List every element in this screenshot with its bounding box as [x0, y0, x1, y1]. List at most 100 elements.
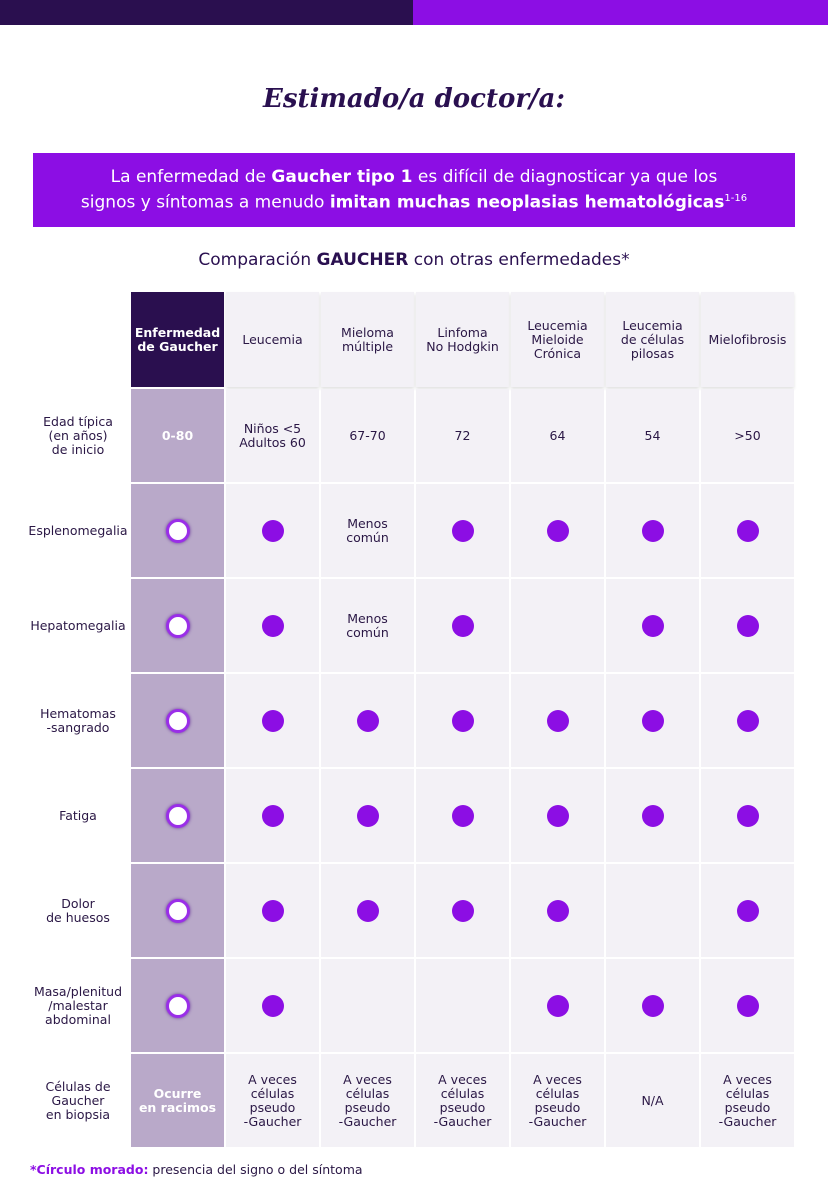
presence-dot: [261, 994, 284, 1017]
text: con otras enfermedades*: [408, 250, 630, 270]
top-bar: [0, 0, 413, 25]
presence-dot: [641, 614, 664, 637]
cell: [701, 864, 794, 957]
presence-dot: [736, 614, 759, 637]
cell: [511, 579, 604, 672]
reference: 1-16: [724, 192, 748, 204]
presence-dot: [736, 519, 759, 542]
presence-dot: [736, 899, 759, 922]
cell: [416, 864, 509, 957]
text: Comparación: [198, 250, 317, 270]
presence-dot: [546, 709, 569, 732]
presence-dot: [356, 804, 379, 827]
banner: La enfermedad de Gaucher tipo 1 es difíc…: [33, 153, 795, 227]
cell: [226, 864, 319, 957]
subtitle: Comparación GAUCHER con otras enfermedad…: [0, 250, 828, 270]
text: es difícil de diagnosticar ya que los: [412, 166, 718, 187]
presence-dot: [641, 804, 664, 827]
row-label: Masa/plenitud /malestar abdominal: [33, 983, 123, 1027]
row-label: Esplenomegalia: [28, 522, 128, 538]
presence-dot: [546, 519, 569, 542]
column-header: Leucemia Mieloide Crónica: [511, 292, 604, 387]
cell: [511, 769, 604, 862]
cell: [701, 674, 794, 767]
text: signos y síntomas a menudo: [80, 192, 330, 213]
cell: [416, 959, 509, 1052]
footnote: *Círculo morado: presencia del signo o d…: [30, 1162, 363, 1177]
row-label: Hematomas -sangrado: [40, 705, 116, 735]
cell: A veces células pseudo -Gaucher: [226, 1054, 319, 1147]
cell: [606, 864, 699, 957]
presence-dot: [356, 899, 379, 922]
presence-dot: [451, 709, 474, 732]
cell: A veces células pseudo -Gaucher: [511, 1054, 604, 1147]
cell: [131, 484, 224, 577]
cell: [321, 959, 414, 1052]
presence-dot: [641, 519, 664, 542]
presence-dot: [356, 709, 379, 732]
cell: [511, 674, 604, 767]
presence-dot: [546, 994, 569, 1017]
presence-dot: [641, 994, 664, 1017]
presence-dot: [736, 709, 759, 732]
cell: N/A: [606, 1054, 699, 1147]
cell: [606, 674, 699, 767]
presence-dot: [451, 899, 474, 922]
column-header: Mieloma múltiple: [321, 292, 414, 387]
column-header: Leucemia: [226, 292, 319, 387]
cell: 54: [606, 389, 699, 482]
presence-dot: [165, 993, 190, 1018]
cell: [226, 579, 319, 672]
cell: [701, 769, 794, 862]
cell: [511, 959, 604, 1052]
cell: [416, 674, 509, 767]
text: GAUCHER: [316, 250, 409, 270]
cell: [606, 769, 699, 862]
cell: [226, 769, 319, 862]
cell: 67-70: [321, 389, 414, 482]
cell: [321, 864, 414, 957]
column-header: Linfoma No Hodgkin: [416, 292, 509, 387]
cell: [321, 769, 414, 862]
text: Gaucher tipo 1: [271, 166, 413, 187]
presence-dot: [546, 804, 569, 827]
cell: [606, 959, 699, 1052]
cell: [416, 484, 509, 577]
cell: Niños <5 Adultos 60: [226, 389, 319, 482]
cell: [416, 579, 509, 672]
cell: [511, 864, 604, 957]
cell: A veces células pseudo -Gaucher: [321, 1054, 414, 1147]
presence-dot: [736, 994, 759, 1017]
cell: [131, 674, 224, 767]
text: presencia del signo o del síntoma: [148, 1162, 363, 1177]
cell: 72: [416, 389, 509, 482]
presence-dot: [261, 519, 284, 542]
text: *Círculo morado:: [30, 1162, 149, 1177]
cell: [701, 484, 794, 577]
cell: Menos común: [321, 484, 414, 577]
column-header: Leucemia de células pilosas: [606, 292, 699, 387]
cell: [701, 579, 794, 672]
cell: [226, 674, 319, 767]
presence-dot: [261, 804, 284, 827]
cell: A veces células pseudo -Gaucher: [416, 1054, 509, 1147]
presence-dot: [261, 899, 284, 922]
column-header: Mielofibrosis: [701, 292, 794, 387]
presence-dot: [546, 899, 569, 922]
presence-dot: [165, 898, 190, 923]
row-label: Hepatomegalia: [30, 617, 126, 633]
presence-dot: [165, 613, 190, 638]
cell: 0-80: [131, 389, 224, 482]
presence-dot: [165, 803, 190, 828]
cell: [701, 959, 794, 1052]
presence-dot: [736, 804, 759, 827]
presence-dot: [165, 518, 190, 543]
cell: [131, 769, 224, 862]
cell: [131, 959, 224, 1052]
column-header: Enfermedad de Gaucher: [131, 292, 224, 387]
cell: Menos común: [321, 579, 414, 672]
top-bar: [413, 0, 828, 25]
row-label: Células de Gaucher en biopsia: [45, 1078, 111, 1122]
row-label: Edad típica (en años) de inicio: [43, 413, 113, 457]
